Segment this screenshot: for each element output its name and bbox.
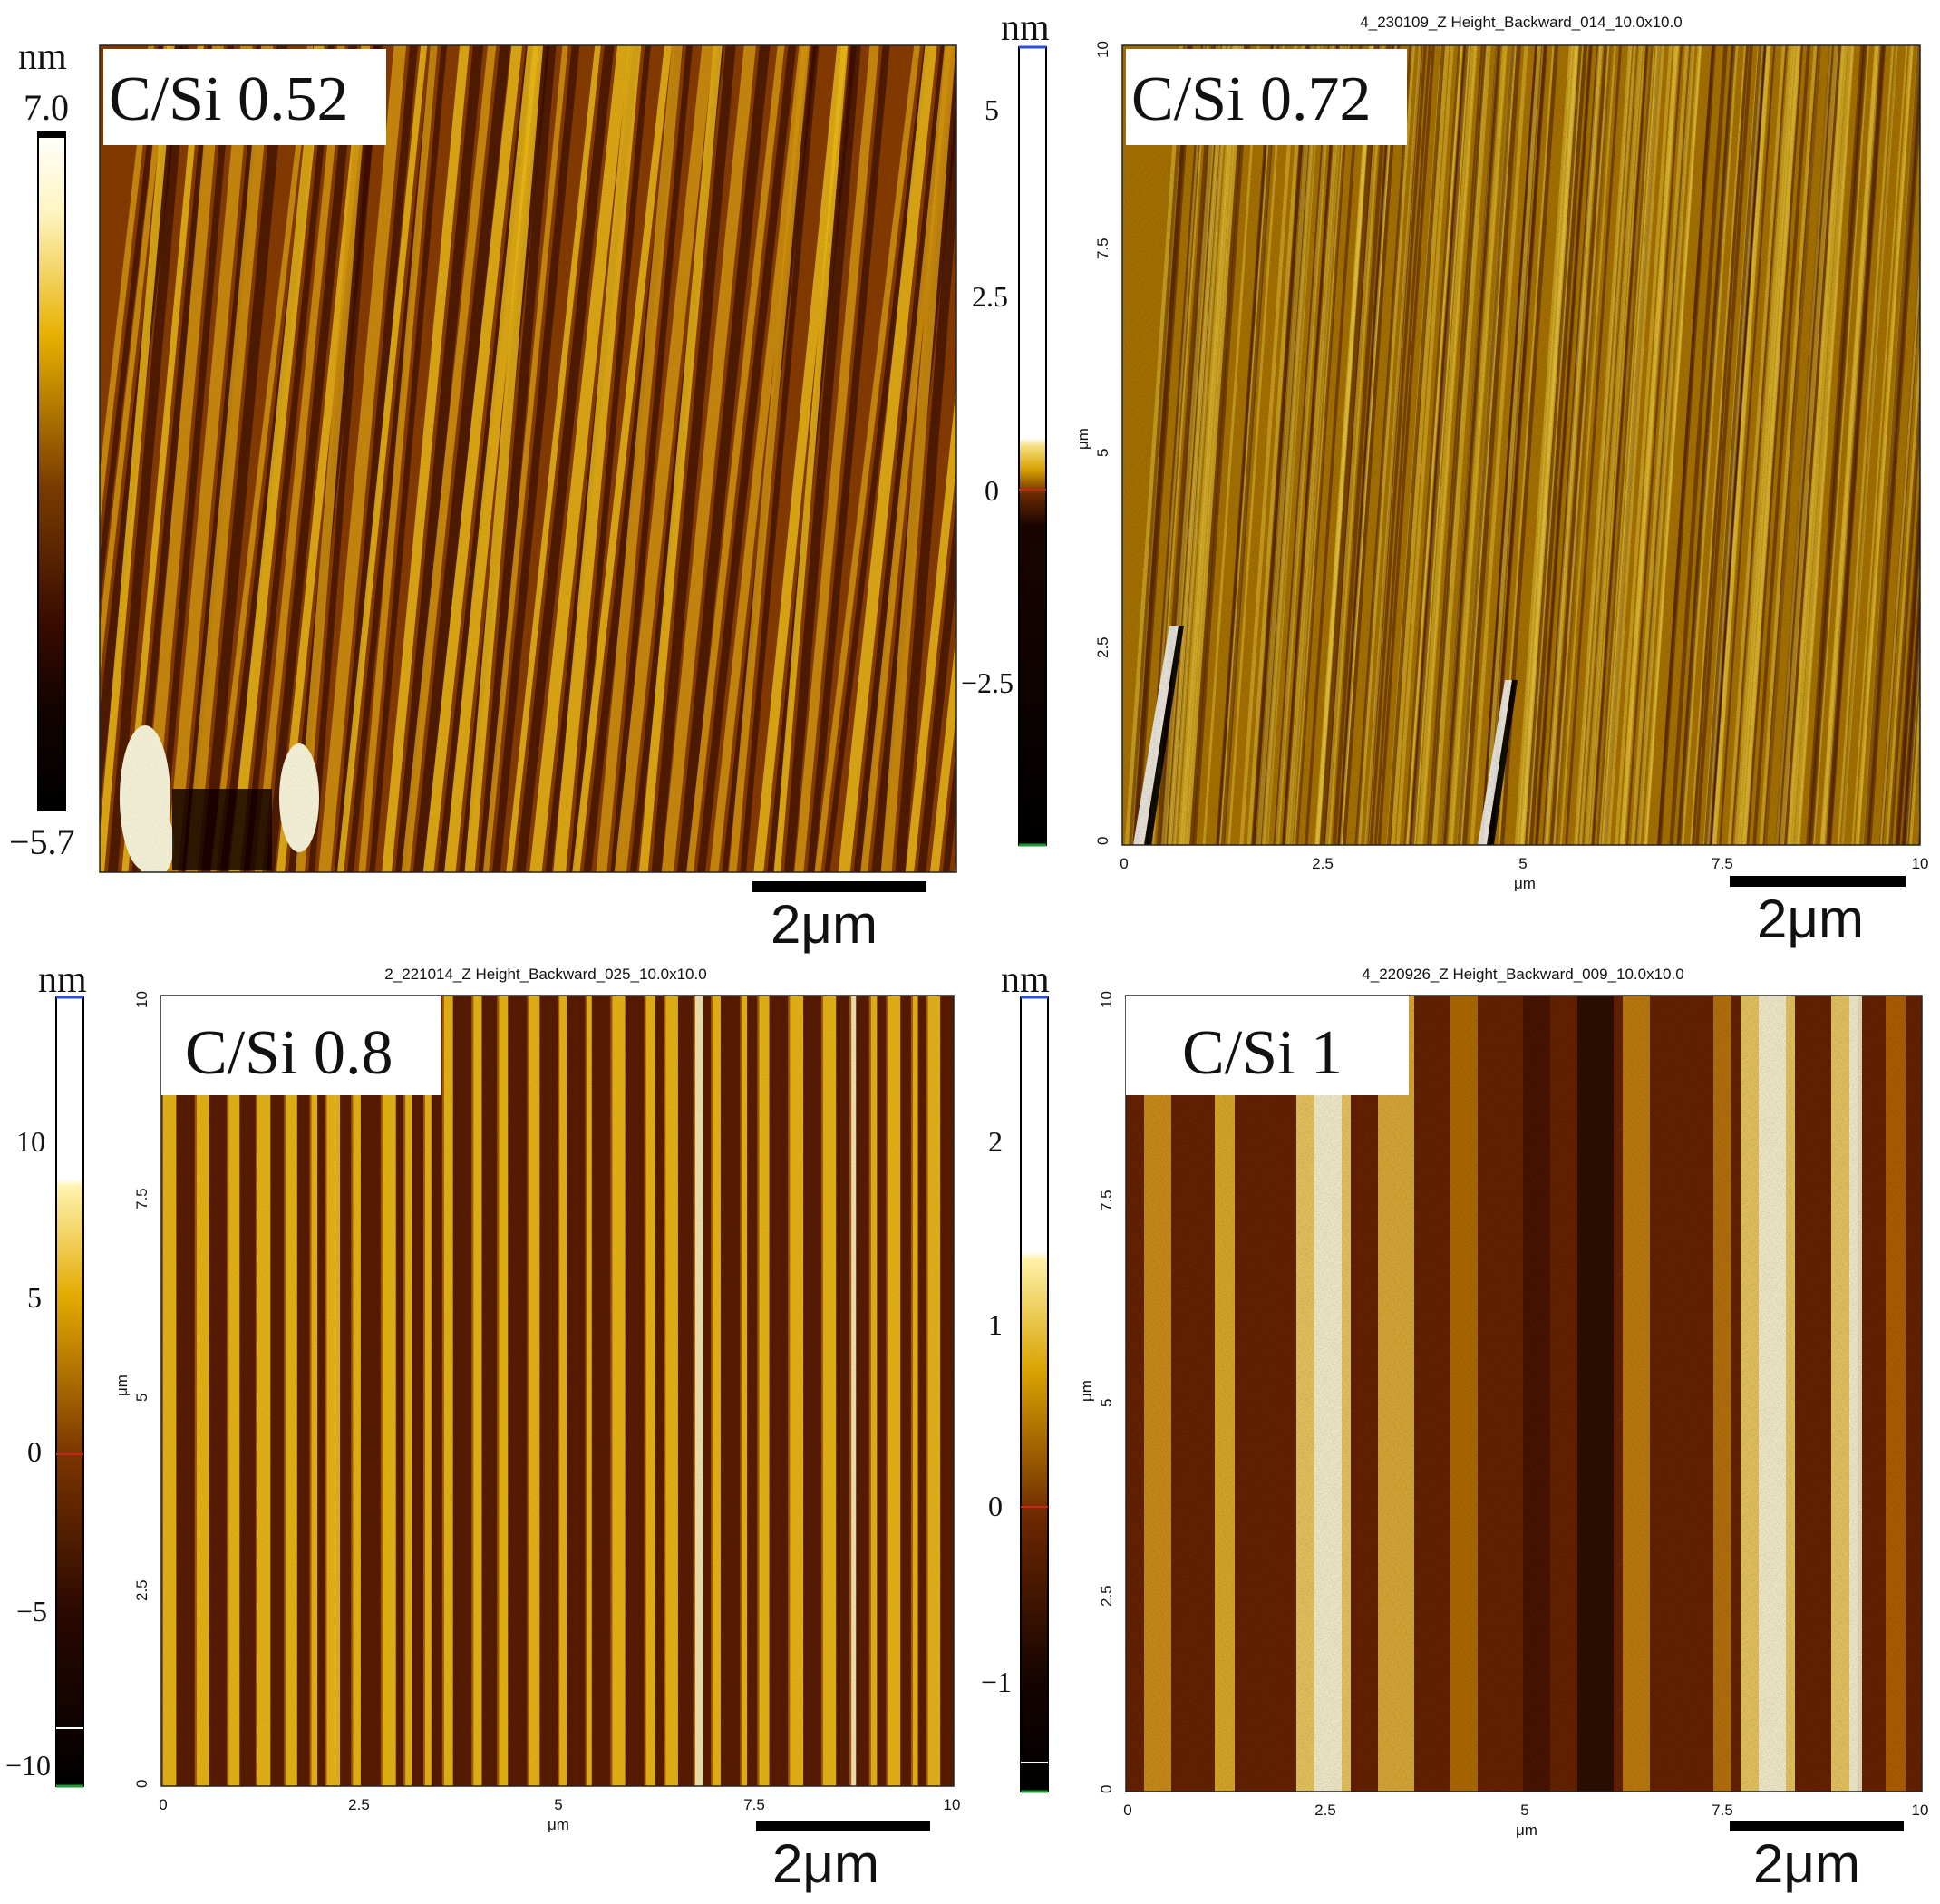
x-tick: 5 xyxy=(1518,855,1527,872)
y-tick: 0 xyxy=(1094,837,1111,845)
y-tick: 7.5 xyxy=(1098,1190,1115,1211)
x-tick: 5 xyxy=(1520,1802,1528,1819)
y-axis: 0 2.5 5 7.5 10 μm xyxy=(113,991,150,1788)
colorbar-tick: 10 xyxy=(16,1125,45,1158)
colorbar-top-marker xyxy=(38,132,65,138)
x-tick: 7.5 xyxy=(1712,1802,1733,1819)
panel-c-si-0-52: nm 7.0 −5.7 C/Si 0.52 2μm xyxy=(9,36,957,955)
sample-label-box xyxy=(1126,49,1407,145)
colorbar-unit: nm xyxy=(1001,959,1050,1001)
sample-label: C/Si 0.8 xyxy=(185,1018,393,1088)
colorbar-tick: 0 xyxy=(988,1490,1003,1522)
x-tick: 0 xyxy=(1123,1802,1131,1819)
scale-bar xyxy=(1730,1821,1904,1831)
panel-c-si-0-72: nm 5 2.5 0 −2.5 4_230109_Z Height_Backwa… xyxy=(961,7,1928,949)
y-tick: 5 xyxy=(133,1394,150,1402)
scale-bar xyxy=(1730,876,1906,887)
colorbar-tick: 0 xyxy=(27,1435,42,1468)
colorbar-tick: −5 xyxy=(16,1595,47,1627)
x-tick: 10 xyxy=(1912,1802,1929,1819)
afm-image xyxy=(100,45,956,872)
y-axis-unit: μm xyxy=(113,1375,131,1396)
x-tick: 0 xyxy=(159,1796,167,1813)
scale-bar xyxy=(756,1821,930,1831)
colorbar-tick: 0 xyxy=(985,474,999,507)
y-axis-unit: μm xyxy=(1078,1380,1095,1402)
y-tick: 7.5 xyxy=(133,1188,150,1209)
colorbar-unit: nm xyxy=(1001,7,1050,49)
y-axis: 0 2.5 5 7.5 10 μm xyxy=(1074,41,1111,845)
y-tick: 7.5 xyxy=(1094,238,1111,259)
file-title: 4_230109_Z Height_Backward_014_10.0x10.0 xyxy=(1360,14,1682,31)
scale-bar-label: 2μm xyxy=(1753,1833,1860,1894)
sample-label-box xyxy=(161,996,441,1095)
x-tick: 2.5 xyxy=(1312,855,1334,872)
colorbar xyxy=(1018,46,1047,846)
y-axis: 0 2.5 5 7.5 10 μm xyxy=(1078,991,1115,1793)
scale-bar-label: 2μm xyxy=(771,894,878,955)
file-title: 4_220926_Z Height_Backward_009_10.0x10.0 xyxy=(1362,966,1683,983)
y-tick: 5 xyxy=(1094,449,1111,457)
y-tick: 10 xyxy=(1094,41,1111,58)
colorbar-tick: 5 xyxy=(985,93,999,126)
sample-label: C/Si 0.52 xyxy=(109,64,349,134)
y-tick: 10 xyxy=(133,991,150,1008)
x-tick: 2.5 xyxy=(348,1796,370,1813)
y-axis-unit: μm xyxy=(1074,428,1091,450)
scale-bar-label: 2μm xyxy=(1757,889,1864,949)
y-tick: 0 xyxy=(1098,1785,1115,1793)
panel-c-si-1: nm 2 1 0 −1 4_220926_Z Height_Backward_0… xyxy=(981,959,1928,1894)
colorbar-tick: −1 xyxy=(981,1666,1012,1698)
colorbar-tick: 2 xyxy=(988,1125,1003,1158)
y-tick: 5 xyxy=(1098,1399,1115,1407)
y-tick: 0 xyxy=(133,1780,150,1788)
y-tick: 2.5 xyxy=(1094,636,1111,658)
colorbar xyxy=(55,996,84,1787)
y-tick: 2.5 xyxy=(1098,1585,1115,1607)
x-axis: 0 2.5 5 7.5 10 μm xyxy=(159,1796,960,1833)
colorbar-tick: 1 xyxy=(988,1308,1003,1341)
y-tick: 10 xyxy=(1098,991,1115,1008)
colorbar xyxy=(37,131,66,811)
afm-image xyxy=(1122,45,1920,845)
y-tick: 2.5 xyxy=(133,1579,150,1601)
colorbar-min-label: −5.7 xyxy=(9,821,75,862)
sample-label: C/Si 0.72 xyxy=(1131,64,1372,134)
x-axis-unit: μm xyxy=(548,1816,569,1833)
colorbar xyxy=(1020,996,1049,1792)
x-tick: 2.5 xyxy=(1314,1802,1336,1819)
afm-image xyxy=(161,996,954,1786)
scale-bar xyxy=(752,881,926,892)
x-tick: 7.5 xyxy=(1712,855,1733,872)
x-axis: 0 2.5 5 7.5 10 μm xyxy=(1123,1802,1928,1839)
sample-label: C/Si 1 xyxy=(1182,1018,1343,1088)
colorbar-unit: nm xyxy=(18,36,67,78)
colorbar-tick: 2.5 xyxy=(972,280,1008,313)
x-axis: 0 2.5 5 7.5 10 μm xyxy=(1120,855,1928,892)
colorbar-tick: −2.5 xyxy=(961,666,1014,699)
panel-c-si-0-8: nm 10 5 0 −5 −10 2_221014_Z Height_Backw… xyxy=(5,959,960,1894)
sample-label-box xyxy=(103,49,386,145)
colorbar-tick: 5 xyxy=(27,1281,42,1314)
file-title: 2_221014_Z Height_Backward_025_10.0x10.0 xyxy=(384,966,706,983)
x-axis-unit: μm xyxy=(1514,875,1536,892)
scale-bar-label: 2μm xyxy=(772,1833,879,1894)
x-axis-unit: μm xyxy=(1516,1821,1537,1839)
x-tick: 5 xyxy=(554,1796,562,1813)
colorbar-tick: −10 xyxy=(5,1749,51,1782)
colorbar-max-label: 7.0 xyxy=(24,87,69,128)
x-tick: 10 xyxy=(944,1796,961,1813)
afm-image xyxy=(1126,996,1922,1792)
x-tick: 7.5 xyxy=(743,1796,765,1813)
sample-label-box xyxy=(1126,996,1409,1095)
x-tick: 10 xyxy=(1912,855,1929,872)
colorbar-unit: nm xyxy=(38,959,87,1001)
x-tick: 0 xyxy=(1120,855,1128,872)
